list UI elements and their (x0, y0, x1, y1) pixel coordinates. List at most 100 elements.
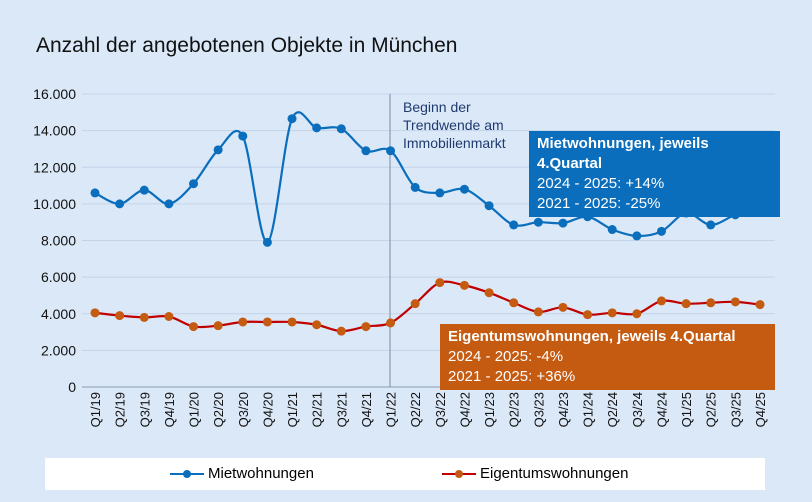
owner-summary-line: 2024 - 2025: -4% (448, 348, 564, 365)
data-point (706, 298, 716, 308)
data-point (632, 231, 642, 241)
data-point (90, 188, 100, 198)
trend-annotation: Beginn der Trendwende am Immobilienmarkt (403, 99, 506, 151)
owner-summary-title: Eigentumswohnungen, jeweils 4.Quartal (448, 328, 736, 345)
data-point (533, 307, 543, 317)
legend-marker-rent (170, 469, 204, 478)
data-point (287, 114, 297, 124)
rent-summary-line: 2021 - 2025: -25% (537, 195, 661, 212)
data-point (681, 299, 691, 309)
x-tick-label: Q3/20 (236, 392, 251, 427)
x-tick-label: Q3/25 (728, 392, 743, 427)
data-point (164, 311, 174, 321)
data-point (435, 188, 445, 198)
x-tick-label: Q2/25 (704, 392, 719, 427)
x-tick-label: Q1/24 (581, 392, 596, 427)
y-tick-label: 4.000 (41, 306, 76, 322)
data-point (336, 326, 346, 336)
y-tick-label: 10.000 (33, 196, 76, 212)
x-tick-label: Q1/19 (88, 392, 103, 427)
x-tick-label: Q1/20 (187, 392, 202, 427)
y-tick-label: 0 (68, 379, 76, 395)
data-point (509, 298, 519, 308)
data-point (386, 146, 396, 156)
owner-summary-line: 2021 - 2025: +36% (448, 368, 576, 385)
legend: Mietwohnungen Eigentumswohnungen (45, 458, 765, 490)
data-point (558, 302, 568, 312)
x-tick-label: Q2/20 (211, 392, 226, 427)
data-point (607, 308, 617, 318)
x-tick-label: Q2/23 (507, 392, 522, 427)
legend-label: Eigentumswohnungen (480, 465, 629, 482)
x-tick-label: Q4/25 (753, 392, 768, 427)
data-point (656, 226, 666, 236)
owner-summary-box: Eigentumswohnungen, jeweils 4.Quartal 20… (440, 324, 775, 390)
data-point (287, 317, 297, 327)
data-point (238, 317, 248, 327)
data-point (632, 309, 642, 319)
legend-item-rent: Mietwohnungen (170, 465, 314, 482)
data-point (459, 280, 469, 290)
data-point (706, 220, 716, 230)
y-tick-label: 16.000 (33, 86, 76, 102)
rent-summary-line: 2024 - 2025: +14% (537, 175, 665, 192)
data-point (730, 297, 740, 307)
data-point (262, 317, 272, 327)
x-tick-label: Q2/24 (605, 392, 620, 427)
x-tick-label: Q3/21 (334, 392, 349, 427)
x-tick-label: Q4/23 (556, 392, 571, 427)
data-point (336, 124, 346, 134)
rent-summary-title: Mietwohnungen, jeweils 4.Quartal (537, 135, 709, 172)
series-line-1 (94, 280, 761, 333)
data-point (484, 201, 494, 211)
x-tick-label: Q1/21 (285, 392, 300, 427)
x-tick-label: Q3/24 (630, 392, 645, 427)
data-point (386, 318, 396, 328)
y-tick-label: 14.000 (33, 123, 76, 139)
x-tick-label: Q2/19 (113, 392, 128, 427)
y-tick-label: 8.000 (41, 233, 76, 249)
data-point (361, 322, 371, 332)
chart-title: Anzahl der angebotenen Objekte in Münche… (36, 34, 458, 57)
legend-item-owner: Eigentumswohnungen (442, 465, 628, 482)
x-tick-label: Q4/21 (359, 392, 374, 427)
data-point (656, 296, 666, 306)
x-tick-label: Q1/23 (482, 392, 497, 427)
data-point (459, 184, 469, 194)
x-tick-label: Q4/20 (260, 392, 275, 427)
data-point (189, 179, 199, 189)
data-point (410, 182, 420, 192)
data-point (213, 145, 223, 155)
data-point (435, 278, 445, 288)
data-point (90, 308, 100, 318)
x-tick-label: Q4/24 (654, 392, 669, 427)
data-point (607, 225, 617, 235)
legend-label: Mietwohnungen (208, 465, 314, 482)
data-point (262, 237, 272, 247)
data-point (558, 218, 568, 228)
data-point (115, 311, 125, 321)
data-point (139, 312, 149, 322)
x-tick-label: Q1/22 (384, 392, 399, 427)
rent-summary-box: Mietwohnungen, jeweils 4.Quartal 2024 - … (529, 131, 780, 217)
y-tick-label: 6.000 (41, 269, 76, 285)
data-point (361, 146, 371, 156)
data-point (213, 321, 223, 331)
data-point (509, 220, 519, 230)
data-point (533, 217, 543, 227)
data-point (115, 199, 125, 209)
x-tick-label: Q2/22 (408, 392, 423, 427)
x-tick-label: Q1/25 (679, 392, 694, 427)
data-point (139, 185, 149, 195)
x-tick-label: Q3/22 (433, 392, 448, 427)
data-point (189, 322, 199, 332)
x-tick-label: Q4/19 (162, 392, 177, 427)
data-point (410, 299, 420, 309)
x-tick-label: Q3/19 (137, 392, 152, 427)
data-point (312, 123, 322, 133)
data-point (755, 300, 765, 310)
data-point (312, 320, 322, 330)
y-tick-label: 12.000 (33, 159, 76, 175)
x-tick-label: Q4/22 (457, 392, 472, 427)
legend-marker-owner (442, 469, 476, 478)
